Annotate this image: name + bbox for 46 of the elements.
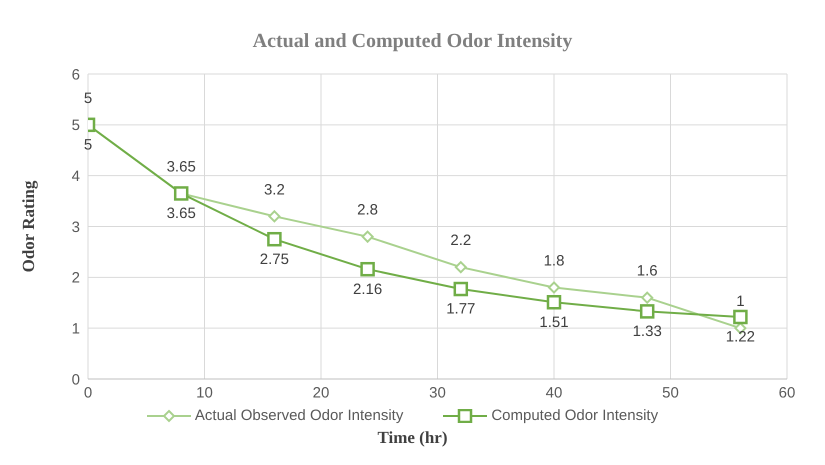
y-tick-label: 5 xyxy=(72,117,80,134)
data-label: 2.2 xyxy=(450,232,472,250)
data-label: 1.51 xyxy=(539,314,569,331)
data-label: 1.6 xyxy=(636,262,658,280)
point xyxy=(640,304,654,319)
point xyxy=(641,292,654,304)
point xyxy=(454,282,468,296)
x-tick-label: 40 xyxy=(546,384,562,402)
y-tick-label: 6 xyxy=(72,66,80,84)
data-label: 1.8 xyxy=(544,252,564,270)
data-label: 2.16 xyxy=(353,280,382,298)
x-tick-label: 60 xyxy=(778,384,796,402)
y-axis-title: Odor Rating xyxy=(19,180,38,272)
y-tick-label: 1 xyxy=(72,320,80,338)
point xyxy=(267,232,282,246)
x-tick-label: 50 xyxy=(662,384,679,402)
x-tick-label: 30 xyxy=(429,384,446,402)
point xyxy=(268,210,280,222)
data-label: 1.22 xyxy=(726,328,755,346)
data-label: 3.65 xyxy=(166,158,196,176)
legend-label: Actual Observed Odor Intensity xyxy=(194,407,404,424)
data-label: 5 xyxy=(84,90,92,107)
data-label: 1.77 xyxy=(446,300,476,318)
point xyxy=(733,310,748,324)
point xyxy=(362,230,374,243)
y-tick-label: 2 xyxy=(72,270,80,287)
data-label: 5 xyxy=(84,136,92,154)
chart-title: Actual and Computed Odor Intensity xyxy=(252,29,574,54)
x-axis-title: Time (hr) xyxy=(376,428,449,448)
data-label: 3.2 xyxy=(264,181,285,198)
y-tick-label: 3 xyxy=(72,218,80,236)
data-label: 1.33 xyxy=(632,323,662,340)
y-tick-label: 0 xyxy=(72,371,80,388)
point xyxy=(546,294,562,310)
data-label: 2.8 xyxy=(357,202,378,219)
x-tick-label: 10 xyxy=(196,384,213,402)
point xyxy=(360,262,375,276)
legend-label: Computed Odor Intensity xyxy=(490,407,658,424)
point xyxy=(548,282,560,294)
point xyxy=(454,261,467,274)
data-label: 2.75 xyxy=(260,250,289,268)
x-tick-label: 20 xyxy=(312,384,330,402)
x-tick-label: 0 xyxy=(84,384,92,402)
y-tick-label: 4 xyxy=(72,168,80,185)
data-label: 3.65 xyxy=(166,205,196,222)
data-label: 1 xyxy=(736,293,745,310)
